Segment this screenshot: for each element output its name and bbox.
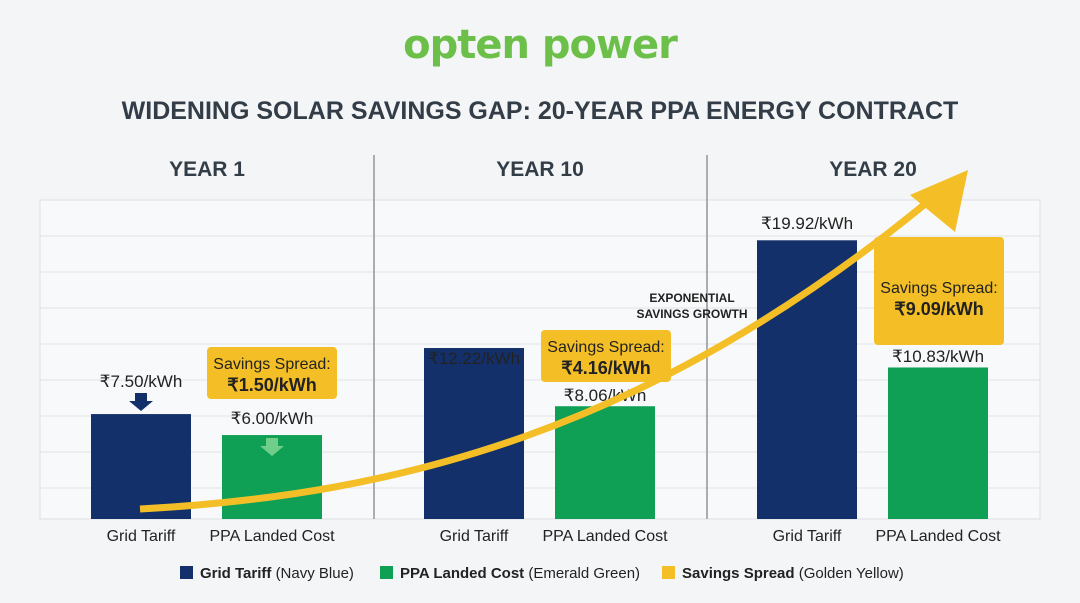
- legend-swatch: [180, 566, 193, 579]
- legend-label: Savings Spread (Golden Yellow): [682, 565, 904, 582]
- group-label: YEAR 20: [829, 158, 917, 181]
- savings-spread-box: [207, 347, 337, 399]
- category-label: Grid Tariff: [440, 528, 509, 545]
- growth-arrow-head-icon: [910, 170, 968, 232]
- bar-value-label: ₹19.92/kWh: [761, 214, 853, 233]
- bar-grid-tariff: [757, 240, 857, 519]
- bar-value-label: ₹10.83/kWh: [892, 347, 984, 366]
- savings-spread-value: ₹1.50/kWh: [227, 375, 316, 395]
- legend-swatch: [380, 566, 393, 579]
- bar-grid-tariff: [91, 414, 191, 519]
- bar-value-label: ₹6.00/kWh: [231, 409, 314, 428]
- savings-spread-title: Savings Spread:: [880, 280, 997, 297]
- annotation-line-1: EXPONENTIAL: [649, 291, 734, 305]
- category-label: PPA Landed Cost: [542, 528, 668, 545]
- plot-area: [39, 199, 1041, 520]
- savings-spread-value: ₹4.16/kWh: [561, 358, 650, 378]
- chart-title: WIDENING SOLAR SAVINGS GAP: 20-YEAR PPA …: [121, 97, 959, 125]
- legend-label: PPA Landed Cost (Emerald Green): [400, 565, 640, 582]
- down-arrow-icon: [129, 393, 153, 411]
- savings-spread-title: Savings Spread:: [213, 356, 330, 373]
- category-label: Grid Tariff: [773, 528, 842, 545]
- legend-swatch: [662, 566, 675, 579]
- category-label: PPA Landed Cost: [875, 528, 1001, 545]
- legend-label: Grid Tariff (Navy Blue): [200, 565, 354, 582]
- opten-power-logo: opten power: [403, 22, 678, 68]
- savings-spread-box: [874, 237, 1004, 345]
- bar-value-label: ₹12.22/kWh: [428, 349, 520, 368]
- bar-ppa-landed-cost: [888, 367, 988, 519]
- annotation-line-2: SAVINGS GROWTH: [636, 307, 747, 321]
- category-label: PPA Landed Cost: [209, 528, 335, 545]
- bar-grid-tariff: [424, 348, 524, 519]
- category-label: Grid Tariff: [107, 528, 176, 545]
- group-label: YEAR 10: [496, 158, 584, 181]
- bar-value-label: ₹7.50/kWh: [100, 372, 183, 391]
- bar-ppa-landed-cost: [555, 406, 655, 519]
- savings-spread-value: ₹9.09/kWh: [894, 299, 983, 319]
- savings-spread-box: [541, 330, 671, 382]
- down-arrow-icon: [260, 438, 284, 456]
- group-label: YEAR 1: [169, 158, 245, 181]
- savings-spread-title: Savings Spread:: [547, 339, 664, 356]
- bar-value-label: ₹8.06/kWh: [564, 386, 647, 405]
- savings-growth-curve: [139, 197, 933, 513]
